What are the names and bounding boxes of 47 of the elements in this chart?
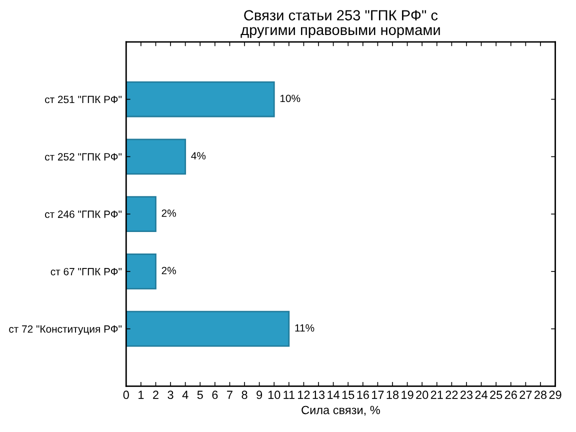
y-tick-label: ст 251 "ГПК РФ" xyxy=(45,96,122,104)
x-tick-label: 22 xyxy=(446,390,458,399)
x-tick-label: 5 xyxy=(197,390,203,400)
x-tick-label: 19 xyxy=(402,390,414,400)
x-tick-label: 24 xyxy=(475,390,488,399)
bar xyxy=(126,196,156,232)
bar xyxy=(126,310,290,347)
data-label: 4% xyxy=(191,152,206,160)
x-tick-label: 3 xyxy=(168,390,174,400)
x-tick-label: 9 xyxy=(256,390,262,400)
y-tick-label: ст 246 "ГПК РФ" xyxy=(45,210,122,218)
y-tick-label: ст 252 "ГПК РФ" xyxy=(45,153,122,161)
x-tick-label: 17 xyxy=(372,390,384,399)
x-tick-label: 10 xyxy=(268,390,280,400)
bar xyxy=(126,138,186,175)
y-tick-label: ст 67 "ГПК РФ" xyxy=(50,268,122,276)
x-tick-label: 28 xyxy=(534,390,547,400)
x-tick-label: 21 xyxy=(430,390,443,399)
x-tick-label: 12 xyxy=(298,390,310,399)
data-label: 2% xyxy=(162,209,176,217)
x-tick-label: 16 xyxy=(357,390,369,400)
x-tick-label: 4 xyxy=(182,390,188,399)
y-tick-label: ст 72 "Конституция РФ" xyxy=(9,325,122,335)
chart-title: Связи статьи 253 "ГПК РФ" с другими правовыми нормами xyxy=(240,10,440,38)
x-tick-label: 13 xyxy=(312,390,325,400)
x-tick-label: 11 xyxy=(284,390,294,399)
x-tick-label: 0 xyxy=(123,390,129,400)
data-label: 11% xyxy=(295,324,314,332)
bar xyxy=(126,81,275,118)
data-label: 10% xyxy=(280,94,300,102)
x-tick-label: 18 xyxy=(386,390,399,400)
data-label: 2% xyxy=(162,266,176,274)
x-tick-label: 23 xyxy=(460,390,473,400)
x-tick-label: 29 xyxy=(549,390,562,400)
x-tick-label: 7 xyxy=(227,390,232,399)
x-tick-label: 2 xyxy=(153,390,158,399)
x-tick-label: 27 xyxy=(520,390,532,399)
x-tick-label: 20 xyxy=(416,390,428,400)
x-axis-title: Сила связи, % xyxy=(302,406,380,416)
x-tick-label: 8 xyxy=(242,390,248,400)
x-tick-label: 26 xyxy=(504,390,517,400)
x-tick-label: 15 xyxy=(342,390,354,400)
x-tick-label: 6 xyxy=(212,390,218,400)
bar xyxy=(126,254,156,290)
x-tick-label: 25 xyxy=(490,390,502,400)
x-tick-label: 1 xyxy=(138,390,144,399)
x-tick-label: 14 xyxy=(328,390,340,399)
